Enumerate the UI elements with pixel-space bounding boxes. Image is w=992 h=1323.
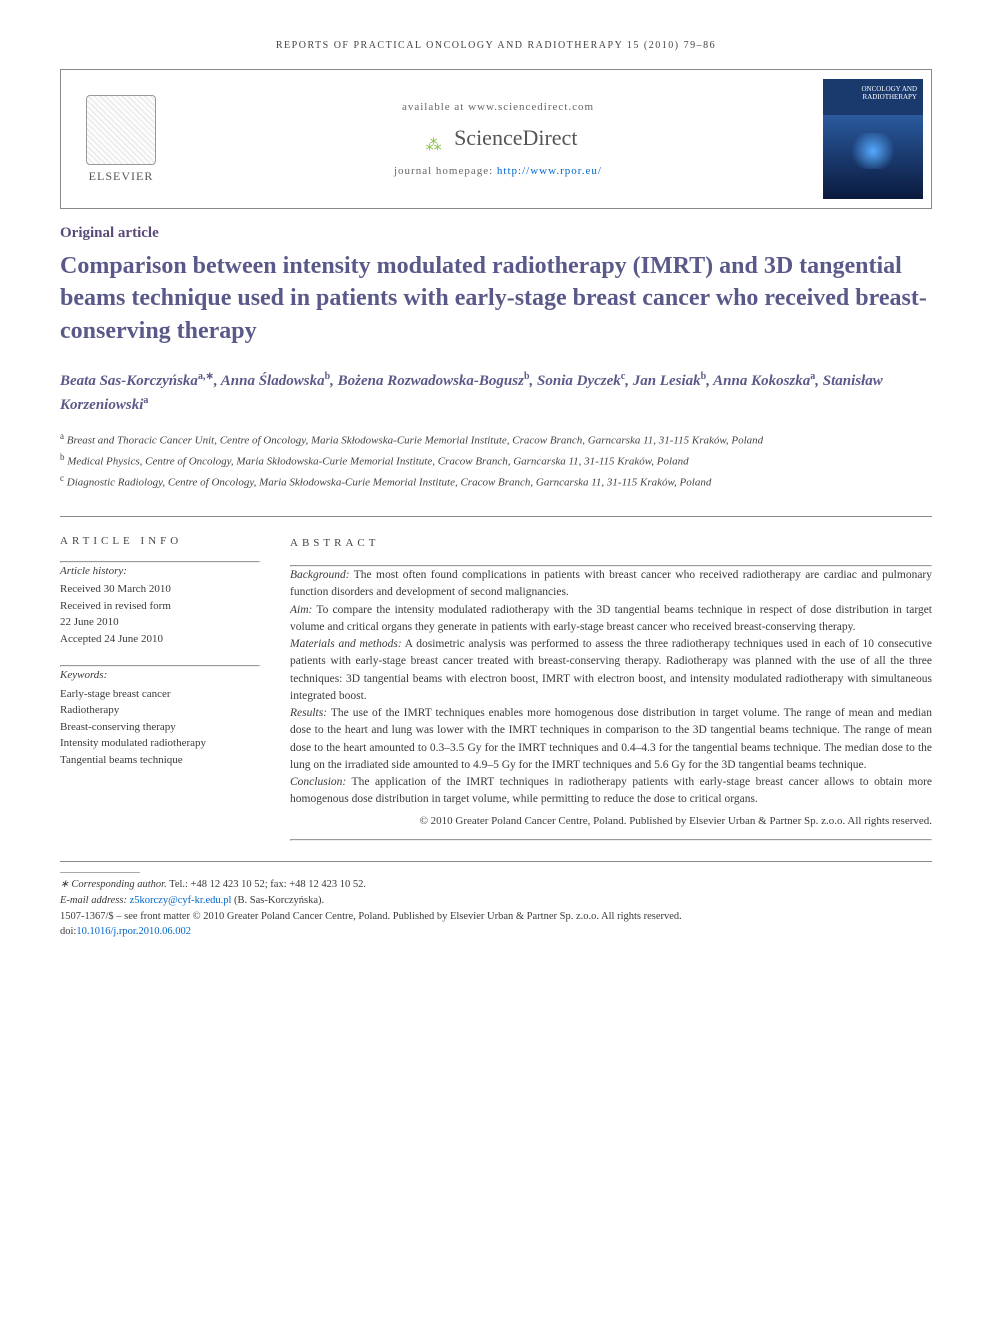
keywords-label: Keywords: xyxy=(60,667,260,684)
keyword: Intensity modulated radiotherapy xyxy=(60,735,260,752)
keywords-block: Keywords: Early-stage breast cancerRadio… xyxy=(60,667,260,768)
journal-cover-thumbnail: ONCOLOGY AND RADIOTHERAPY xyxy=(823,79,923,199)
email-suffix: (B. Sas-Korczyńska). xyxy=(234,895,324,906)
affiliation: b Medical Physics, Centre of Oncology, M… xyxy=(60,451,932,470)
abstract-section: Results: The use of the IMRT techniques … xyxy=(290,705,932,774)
abstract-section-label: Background: xyxy=(290,569,350,581)
keyword: Breast-conserving therapy xyxy=(60,719,260,736)
corresponding-author: ∗ Corresponding author. Tel.: +48 12 423… xyxy=(60,877,932,893)
sciencedirect-logo: ScienceDirect xyxy=(191,125,805,151)
abstract-section-label: Conclusion: xyxy=(290,776,346,788)
affiliations: a Breast and Thoracic Cancer Unit, Centr… xyxy=(60,430,932,491)
journal-header: REPORTS OF PRACTICAL ONCOLOGY AND RADIOT… xyxy=(60,40,932,51)
article-title: Comparison between intensity modulated r… xyxy=(60,250,932,347)
abstract-heading: ABSTRACT xyxy=(290,535,932,552)
elsevier-logo: ELSEVIER xyxy=(61,87,181,192)
doi-line: doi:10.1016/j.rpor.2010.06.002 xyxy=(60,924,932,940)
sciencedirect-dots-icon xyxy=(419,130,449,150)
abstract-section: Conclusion: The application of the IMRT … xyxy=(290,774,932,809)
footer-divider xyxy=(60,872,140,873)
article-history-block: Article history: Received 30 March 2010R… xyxy=(60,563,260,648)
affiliation: c Diagnostic Radiology, Centre of Oncolo… xyxy=(60,472,932,491)
abstract-section-text: The most often found complications in pa… xyxy=(290,569,932,598)
homepage-label: journal homepage: xyxy=(394,165,497,177)
abstract-section: Materials and methods: A dosimetric anal… xyxy=(290,636,932,705)
abstract-section-label: Materials and methods: xyxy=(290,638,402,650)
affiliation: a Breast and Thoracic Cancer Unit, Centr… xyxy=(60,430,932,449)
keyword: Radiotherapy xyxy=(60,702,260,719)
cover-text: ONCOLOGY AND RADIOTHERAPY xyxy=(861,85,917,101)
email-line: E-mail address: z5korczy@cyf-kr.edu.pl (… xyxy=(60,893,932,909)
abstract-section-text: To compare the intensity modulated radio… xyxy=(290,604,932,633)
article-type: Original article xyxy=(60,225,932,242)
abstract-section: Background: The most often found complic… xyxy=(290,567,932,602)
keyword: Tangential beams technique xyxy=(60,752,260,769)
corresponding-contact: Tel.: +48 12 423 10 52; fax: +48 12 423 … xyxy=(169,879,366,890)
available-at: available at www.sciencedirect.com xyxy=(191,101,805,113)
journal-homepage: journal homepage: http://www.rpor.eu/ xyxy=(191,165,805,177)
abstract-section: Aim: To compare the intensity modulated … xyxy=(290,602,932,637)
header-center: available at www.sciencedirect.com Scien… xyxy=(181,91,815,187)
history-label: Article history: xyxy=(60,563,260,580)
authors: Beata Sas-Korczyńskaa,∗, Anna Śladowskab… xyxy=(60,369,932,416)
email-link[interactable]: z5korczy@cyf-kr.edu.pl xyxy=(130,895,232,906)
abstract-section-text: The application of the IMRT techniques i… xyxy=(290,776,932,805)
header-box: ELSEVIER available at www.sciencedirect.… xyxy=(60,69,932,209)
doi-link[interactable]: 10.1016/j.rpor.2010.06.002 xyxy=(76,926,191,937)
corresponding-label: ∗ Corresponding author. xyxy=(60,879,167,890)
history-line: Received 30 March 2010 xyxy=(60,581,260,598)
info-abstract-row: ARTICLE INFO Article history: Received 3… xyxy=(60,535,932,842)
history-line: 22 June 2010 xyxy=(60,614,260,631)
article-info: ARTICLE INFO Article history: Received 3… xyxy=(60,535,260,842)
footer: ∗ Corresponding author. Tel.: +48 12 423… xyxy=(60,861,932,940)
sciencedirect-text: ScienceDirect xyxy=(454,125,577,150)
issn-line: 1507-1367/$ – see front matter © 2010 Gr… xyxy=(60,909,932,925)
homepage-link[interactable]: http://www.rpor.eu/ xyxy=(497,165,602,177)
history-line: Received in revised form xyxy=(60,598,260,615)
abstract-section-text: The use of the IMRT techniques enables m… xyxy=(290,707,932,771)
abstract-section-label: Aim: xyxy=(290,604,312,616)
elsevier-text: ELSEVIER xyxy=(89,169,154,184)
divider-top xyxy=(60,516,932,517)
copyright: © 2010 Greater Poland Cancer Centre, Pol… xyxy=(290,813,932,830)
elsevier-tree-icon xyxy=(86,95,156,165)
abstract-divider-bottom xyxy=(290,839,932,841)
history-line: Accepted 24 June 2010 xyxy=(60,631,260,648)
keyword: Early-stage breast cancer xyxy=(60,686,260,703)
article-info-heading: ARTICLE INFO xyxy=(60,535,260,547)
abstract-section-label: Results: xyxy=(290,707,327,719)
abstract: ABSTRACT Background: The most often foun… xyxy=(290,535,932,842)
email-label: E-mail address: xyxy=(60,895,130,906)
doi-label: doi: xyxy=(60,926,76,937)
